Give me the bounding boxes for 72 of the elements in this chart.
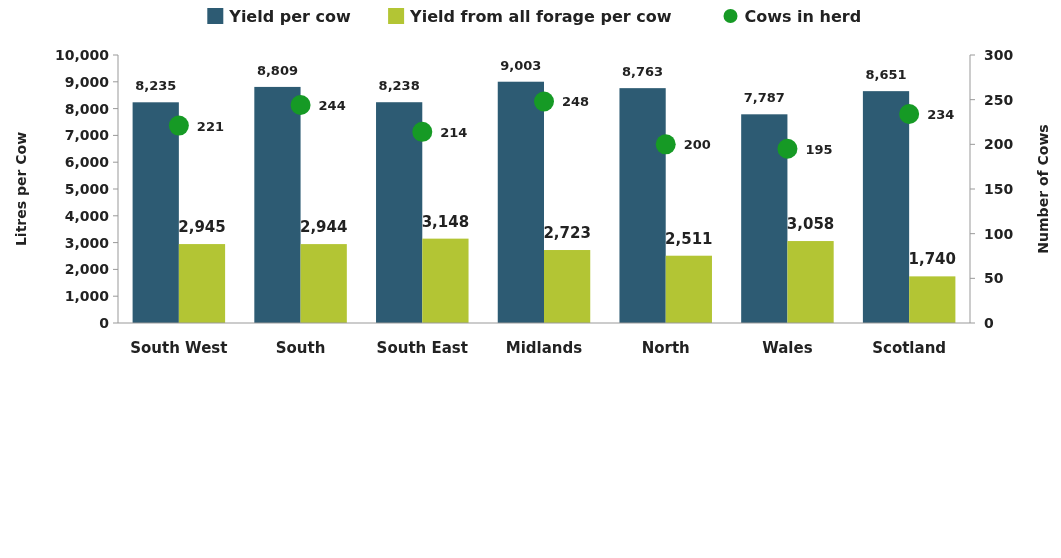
data-label: 3,058 (786, 215, 835, 234)
bar (909, 276, 956, 323)
y2-tick-label: 250 (984, 91, 1014, 108)
data-label: 8,809 (256, 62, 299, 78)
y-tick-label: 2,000 (64, 261, 110, 278)
data-label: 8,763 (622, 64, 664, 80)
bar (619, 88, 666, 323)
data-label: 2,945 (178, 218, 226, 237)
point (290, 95, 311, 116)
data-label: 1,740 (908, 250, 956, 269)
point (534, 91, 554, 112)
x-tick-label: Scotland (872, 339, 947, 357)
bar (254, 86, 301, 323)
x-tick-label: South East (376, 339, 468, 357)
data-label: 248 (562, 94, 590, 110)
data-label: 214 (440, 124, 468, 140)
y2-tick-label: 100 (984, 225, 1014, 242)
point (777, 138, 798, 159)
bar (178, 244, 226, 323)
x-tick-label: Midlands (505, 339, 583, 357)
y-tick-label: 4,000 (64, 207, 110, 224)
data-label: 8,651 (865, 67, 907, 83)
data-label: 8,235 (135, 78, 177, 94)
bar (300, 244, 347, 323)
legend-label: Yield from all forage per cow (409, 7, 672, 26)
x-tick-label: North (641, 339, 690, 357)
y-tick-label: 7,000 (64, 127, 110, 144)
bar (376, 102, 423, 323)
x-tick-label: South West (130, 339, 228, 357)
data-label: 195 (805, 141, 833, 157)
bar (741, 114, 788, 323)
data-label: 2,511 (665, 229, 713, 248)
data-label: 244 (318, 98, 346, 114)
point (412, 121, 433, 142)
y2-tick-label: 50 (984, 270, 1004, 287)
y2-tick-label: 300 (984, 47, 1014, 63)
x-tick-label: Wales (762, 339, 813, 357)
y-tick-label: 3,000 (64, 234, 110, 251)
y-tick-label: 0 (99, 315, 110, 331)
y-tick-label: 9,000 (64, 73, 110, 90)
y-tick-label: 1,000 (64, 288, 110, 305)
bar (422, 238, 469, 323)
data-label: 234 (927, 106, 955, 122)
bar (862, 91, 910, 323)
data-label: 3,148 (421, 212, 470, 231)
bar (132, 102, 179, 323)
y-tick-label: 10,000 (54, 47, 110, 63)
data-label: 200 (683, 137, 711, 153)
y2-tick-label: 0 (984, 315, 994, 331)
data-label: 8,238 (378, 78, 420, 94)
y-tick-label: 5,000 (64, 181, 110, 197)
data-label: 2,723 (543, 224, 591, 243)
y-axis-title: Litres per Cow (13, 131, 29, 247)
legend-label: Cows in herd (744, 7, 862, 26)
y-tick-label: 8,000 (64, 100, 110, 117)
bar (787, 241, 834, 323)
y2-tick-label: 150 (984, 181, 1014, 197)
data-label: 221 (196, 118, 224, 134)
data-label: 9,003 (500, 57, 542, 73)
point (899, 103, 920, 124)
bar (497, 81, 544, 323)
y2-axis-title: Number of Cows (1035, 124, 1051, 254)
point (168, 115, 189, 136)
point (655, 134, 676, 155)
data-label: 2,944 (299, 218, 348, 237)
y2-tick-label: 200 (984, 136, 1014, 153)
legend-label: Yield per cow (228, 7, 351, 26)
y-tick-label: 6,000 (64, 154, 110, 171)
data-label: 7,787 (743, 90, 785, 106)
bar (665, 255, 712, 323)
bar (544, 250, 591, 323)
x-tick-label: South (275, 339, 326, 357)
